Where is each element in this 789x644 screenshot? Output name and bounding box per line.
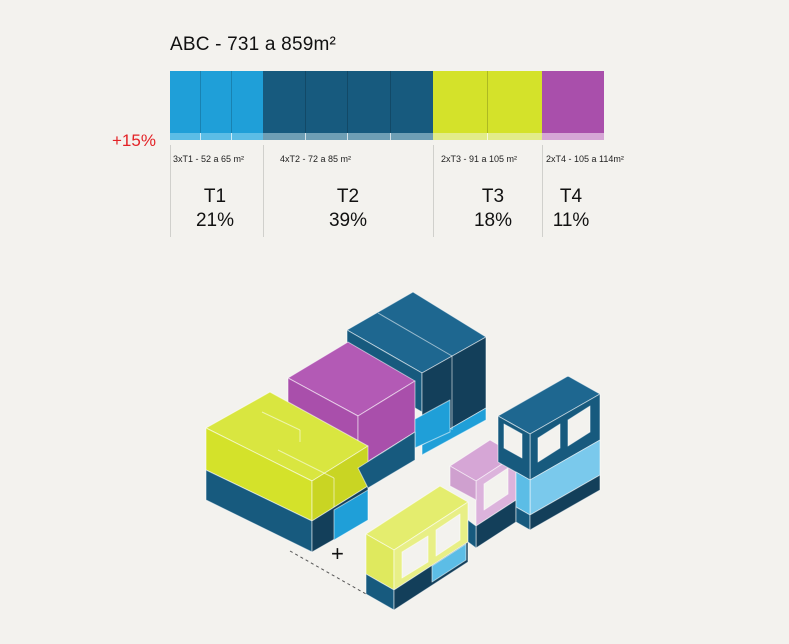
- plus-sign: +: [331, 541, 344, 567]
